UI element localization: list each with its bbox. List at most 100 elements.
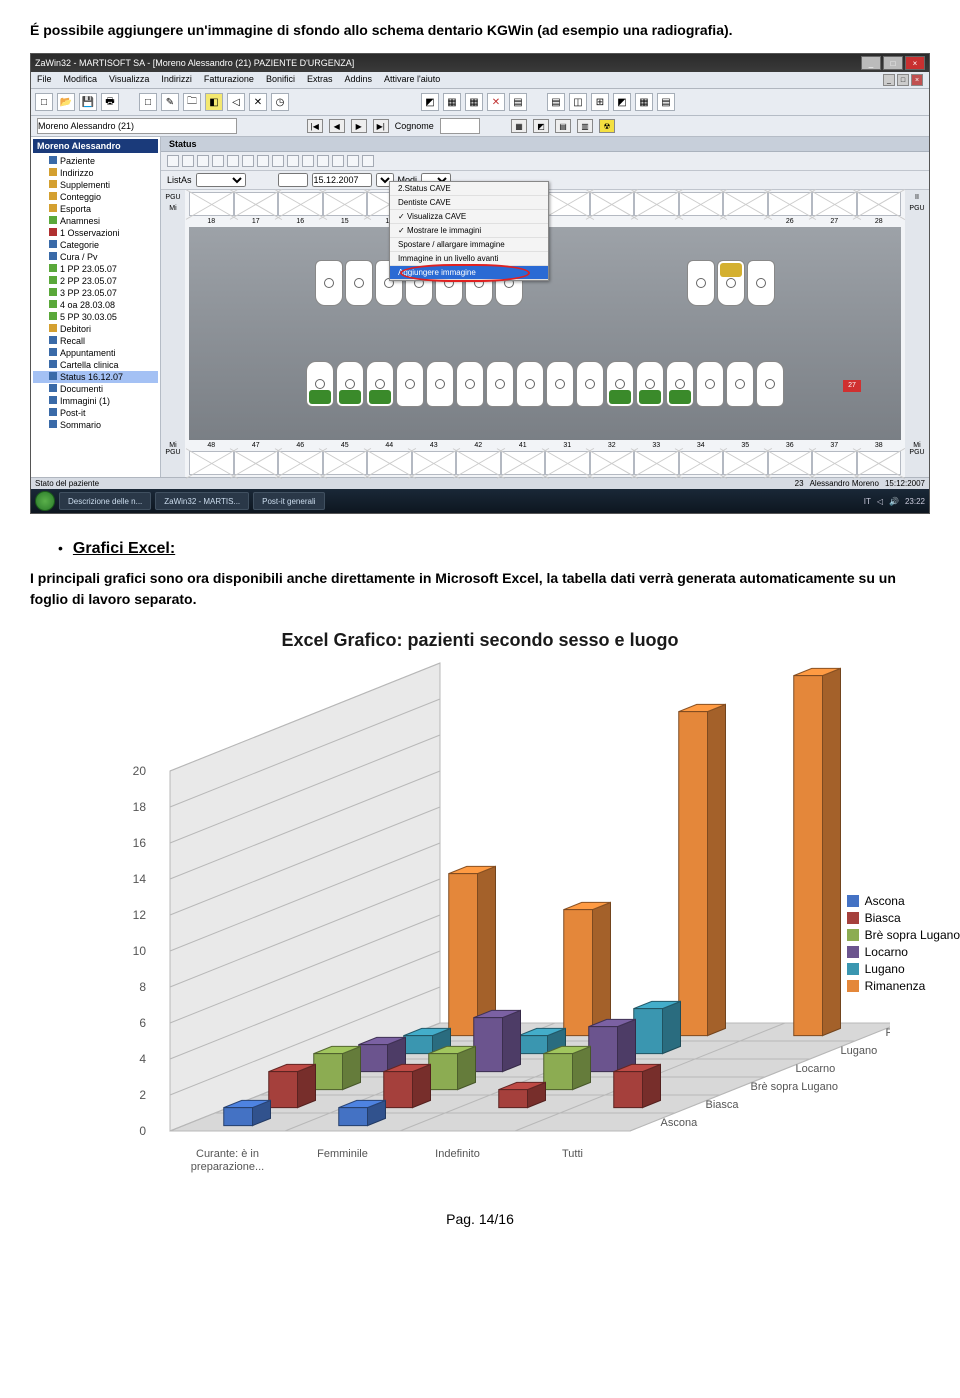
- mi-icon[interactable]: [182, 155, 194, 167]
- prev-icon[interactable]: ◀: [329, 119, 345, 133]
- teeth-radiograph[interactable]: 2.Status CAVE Dentiste CAVE ✓ Visualizza…: [189, 227, 901, 440]
- menu-item[interactable]: File: [37, 74, 52, 86]
- mdi-close[interactable]: ×: [911, 74, 923, 86]
- doc-icon[interactable]: □: [139, 93, 157, 111]
- icon[interactable]: ▦: [511, 119, 527, 133]
- mi-icon[interactable]: [257, 155, 269, 167]
- menu-item[interactable]: Bonifici: [266, 74, 295, 86]
- close-button[interactable]: ×: [905, 56, 925, 70]
- mi-icon[interactable]: [287, 155, 299, 167]
- tree-item[interactable]: 3 PP 23.05.07: [33, 287, 158, 299]
- icon[interactable]: ▤: [547, 93, 565, 111]
- patient-field[interactable]: [37, 118, 237, 134]
- tree-item[interactable]: Indirizzo: [33, 167, 158, 179]
- ctx-item[interactable]: Spostare / allargare immagine: [390, 238, 548, 252]
- tree-item[interactable]: Recall: [33, 335, 158, 347]
- menu-item[interactable]: Indirizzi: [161, 74, 192, 86]
- cognome-field[interactable]: [440, 118, 480, 134]
- mi-icon[interactable]: [347, 155, 359, 167]
- tree-item[interactable]: Immagini (1): [33, 395, 158, 407]
- mi-icon[interactable]: [227, 155, 239, 167]
- menu-item[interactable]: Extras: [307, 74, 333, 86]
- tree-item[interactable]: Status 16.12.07: [33, 371, 158, 383]
- task-button[interactable]: Descrizione delle n...: [59, 492, 151, 510]
- menu-item[interactable]: Modifica: [64, 74, 98, 86]
- mi-icon[interactable]: [317, 155, 329, 167]
- mi-icon[interactable]: [242, 155, 254, 167]
- icon[interactable]: ◫: [569, 93, 587, 111]
- icon[interactable]: ▤: [555, 119, 571, 133]
- tree-item[interactable]: 5 PP 30.03.05: [33, 311, 158, 323]
- icon[interactable]: ▤: [509, 93, 527, 111]
- save-icon[interactable]: 💾: [79, 93, 97, 111]
- first-icon[interactable]: |◀: [307, 119, 323, 133]
- tree-item[interactable]: Cartella clinica: [33, 359, 158, 371]
- mi-icon[interactable]: [212, 155, 224, 167]
- delete-icon[interactable]: ✕: [487, 93, 505, 111]
- mdi-max[interactable]: □: [897, 74, 909, 86]
- tree-item[interactable]: Sommario: [33, 419, 158, 431]
- tree-item[interactable]: 1 Osservazioni: [33, 227, 158, 239]
- note-icon[interactable]: ◧: [205, 93, 223, 111]
- tree-item[interactable]: Anamnesi: [33, 215, 158, 227]
- radiation-icon[interactable]: ☢: [599, 119, 615, 133]
- tree-item[interactable]: Documenti: [33, 383, 158, 395]
- menu-item[interactable]: Addins: [344, 74, 372, 86]
- tree-item[interactable]: Post-it: [33, 407, 158, 419]
- tree-item[interactable]: Paziente: [33, 155, 158, 167]
- icon[interactable]: ▦: [635, 93, 653, 111]
- edit-icon[interactable]: ✎: [161, 93, 179, 111]
- ctx-item[interactable]: Dentiste CAVE: [390, 196, 548, 210]
- start-button[interactable]: [35, 491, 55, 511]
- open-icon[interactable]: 📂: [57, 93, 75, 111]
- tools-icon[interactable]: ✕: [249, 93, 267, 111]
- clock-icon[interactable]: ◷: [271, 93, 289, 111]
- ctx-item[interactable]: 2.Status CAVE: [390, 182, 548, 196]
- menu-item[interactable]: Visualizza: [109, 74, 149, 86]
- last-icon[interactable]: ▶|: [373, 119, 389, 133]
- mi-icon[interactable]: [302, 155, 314, 167]
- mi-icon[interactable]: [197, 155, 209, 167]
- next-icon[interactable]: ▶: [351, 119, 367, 133]
- task-button[interactable]: Post-it generali: [253, 492, 324, 510]
- prev-icon[interactable]: ◁: [227, 93, 245, 111]
- ctx-item-highlighted[interactable]: Aggiungere immagine: [390, 266, 548, 280]
- tree-item[interactable]: Supplementi: [33, 179, 158, 191]
- ctx-item[interactable]: ✓ Visualizza CAVE: [390, 210, 548, 224]
- icon[interactable]: ▦: [465, 93, 483, 111]
- date-field[interactable]: [312, 173, 372, 187]
- tree-item[interactable]: 1 PP 23.05.07: [33, 263, 158, 275]
- tree-item[interactable]: Categorie: [33, 239, 158, 251]
- icon[interactable]: ▥: [577, 119, 593, 133]
- tree-item[interactable]: 4 oa 28.03.08: [33, 299, 158, 311]
- tree-item[interactable]: Esporta: [33, 203, 158, 215]
- icon[interactable]: ⊞: [591, 93, 609, 111]
- list-select[interactable]: [196, 173, 246, 187]
- tree-item[interactable]: 2 PP 23.05.07: [33, 275, 158, 287]
- status-tab[interactable]: Status: [161, 137, 929, 152]
- icon[interactable]: ◩: [613, 93, 631, 111]
- max-button[interactable]: □: [883, 56, 903, 70]
- icon[interactable]: ▤: [657, 93, 675, 111]
- mdi-min[interactable]: _: [883, 74, 895, 86]
- mi-icon[interactable]: [272, 155, 284, 167]
- print-icon[interactable]: 🖶: [101, 93, 119, 111]
- ctx-item[interactable]: ✓ Mostrare le immagini: [390, 224, 548, 238]
- new-icon[interactable]: □: [35, 93, 53, 111]
- min-button[interactable]: _: [861, 56, 881, 70]
- mi-icon[interactable]: [362, 155, 374, 167]
- tree-item[interactable]: Conteggio: [33, 191, 158, 203]
- menu-item[interactable]: Fatturazione: [204, 74, 254, 86]
- mi-icon[interactable]: [167, 155, 179, 167]
- icon[interactable]: ▦: [443, 93, 461, 111]
- mi-icon[interactable]: [332, 155, 344, 167]
- task-button[interactable]: ZaWin32 - MARTIS...: [155, 492, 249, 510]
- folder-icon[interactable]: 🗀: [183, 93, 201, 111]
- tree-item[interactable]: Debitori: [33, 323, 158, 335]
- icon[interactable]: ◩: [421, 93, 439, 111]
- num-field[interactable]: [278, 173, 308, 187]
- icon[interactable]: ◩: [533, 119, 549, 133]
- tree-item[interactable]: Appuntamenti: [33, 347, 158, 359]
- tree-item[interactable]: Cura / Pv: [33, 251, 158, 263]
- menu-item[interactable]: Attivare l'aiuto: [384, 74, 440, 86]
